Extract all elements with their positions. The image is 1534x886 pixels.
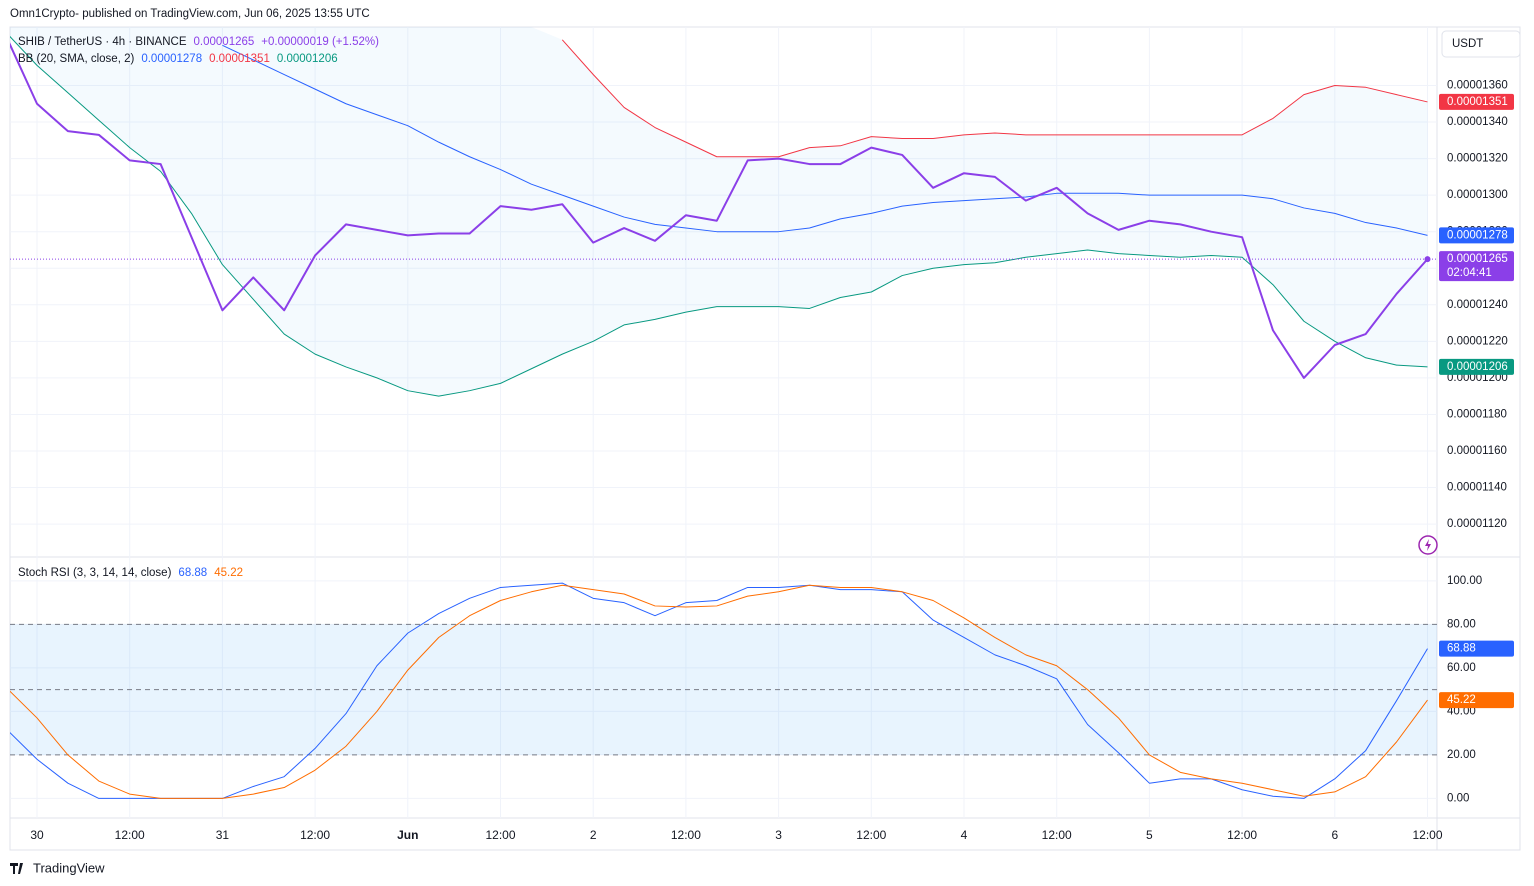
y-tick-label: 0.00001340 — [1447, 116, 1508, 128]
y-tick-label: 0.00001180 — [1447, 408, 1507, 420]
x-tick-label: 12:00 — [856, 828, 886, 842]
value-tag-label: 0.00001206 — [1447, 361, 1508, 373]
y-tick-label: 0.00001160 — [1447, 445, 1507, 457]
series-line — [222, 44, 1428, 236]
x-tick-label: 3 — [775, 828, 782, 842]
value-tag — [1439, 251, 1514, 282]
legend-basis: 0.00001278 — [141, 53, 202, 65]
x-tick-label: 4 — [961, 828, 968, 842]
x-tick-label: 12:00 — [1042, 828, 1072, 842]
series-line — [10, 584, 1428, 799]
footer-brand: TradingView — [33, 860, 105, 875]
value-tag-label: 45.22 — [1447, 694, 1476, 706]
y-tick-label: 0.00001120 — [1447, 518, 1507, 530]
publish-header: Omn1Crypto- published on TradingView.com… — [10, 8, 370, 20]
y-tick-label: 40.00 — [1447, 705, 1476, 717]
legend-lower: 0.00001206 — [277, 53, 338, 65]
value-tag — [1439, 93, 1514, 110]
series-line — [10, 42, 1429, 379]
main-pane — [10, 27, 1437, 557]
value-tag — [1439, 358, 1514, 375]
legend-change: +0.00000019 (+1.52%) — [261, 36, 379, 48]
legend-row: Stoch RSI (3, 3, 14, 14, close) 68.88 45.2… — [18, 567, 243, 579]
series-line — [10, 582, 1428, 799]
logo-mark — [10, 863, 23, 874]
value-tag-label: 68.88 — [1447, 643, 1476, 655]
legend-upper: 0.00001351 — [209, 53, 270, 65]
y-tick-label: 0.00001220 — [1447, 335, 1508, 347]
y-tick-label: 60.00 — [1447, 662, 1476, 674]
value-tag-label: 0.00001351 — [1447, 96, 1508, 108]
x-tick-label: 12:00 — [1412, 828, 1442, 842]
currency-button[interactable] — [1441, 30, 1521, 58]
stoch-pane — [10, 557, 1437, 818]
value-tag-label: 0.00001278 — [1447, 229, 1508, 241]
axes: 0.00001120 0.00001140 0.00001160 0.00001180… — [30, 80, 1514, 842]
x-tick-label: 6 — [1331, 828, 1338, 842]
last-price-dot — [1424, 256, 1431, 263]
y-tick-label: 20.00 — [1447, 749, 1476, 761]
series-line — [561, 39, 1428, 158]
y-tick-label: 0.00001300 — [1447, 189, 1508, 201]
x-tick-label: Jun — [397, 828, 418, 842]
legend-row: SHIB / TetherUS · 4h · BINANCE 0.00001265… — [18, 36, 379, 48]
x-tick-label: 12:00 — [671, 828, 701, 842]
x-tick-label: 30 — [30, 828, 44, 842]
alert-bolt — [1425, 539, 1431, 551]
countdown: 02:04:41 — [1447, 267, 1492, 279]
x-tick-label: 12:00 — [115, 828, 145, 842]
legend: SHIB / TetherUS · 4h · BINANCE 0.00001265… — [18, 36, 379, 579]
y-tick-label: 80.00 — [1447, 618, 1476, 630]
legend-k: 68.88 — [178, 567, 207, 579]
x-tick-label: 12:00 — [1227, 828, 1257, 842]
x-tick-label: 12:00 — [485, 828, 515, 842]
y-tick-label: 0.00001240 — [1447, 299, 1508, 311]
frame — [9, 26, 1521, 851]
indicator-title: BB (20, SMA, close, 2) — [18, 53, 134, 65]
y-tick-label: 0.00001360 — [1447, 80, 1508, 92]
y-tick-label: 100.00 — [1447, 575, 1482, 587]
y-tick-label: 0.00001320 — [1447, 153, 1508, 165]
currency: USDT — [1452, 38, 1483, 50]
y-tick-label: 0.00001140 — [1447, 482, 1507, 494]
x-tick-label: 2 — [590, 828, 597, 842]
value-tag — [1439, 692, 1514, 709]
value-tag — [1439, 227, 1514, 244]
value-tag — [1439, 640, 1514, 657]
band-fill — [10, 27, 1428, 397]
legend-price: 0.00001265 — [194, 36, 255, 48]
legend-d: 45.22 — [214, 567, 243, 579]
value-tag-label: 0.00001265 — [1447, 253, 1508, 265]
symbol-title: SHIB / TetherUS · 4h · BINANCE — [18, 36, 187, 48]
stoch-title: Stoch RSI (3, 3, 14, 14, close) — [18, 567, 172, 579]
logo: TradingView — [10, 860, 105, 875]
x-tick-label: 31 — [216, 828, 230, 842]
x-tick-label: 5 — [1146, 828, 1153, 842]
y-tick-label: 0.00 — [1447, 792, 1469, 804]
x-tick-label: 12:00 — [300, 828, 330, 842]
legend-row: BB (20, SMA, close, 2) 0.00001278 0.000013… — [18, 53, 338, 65]
